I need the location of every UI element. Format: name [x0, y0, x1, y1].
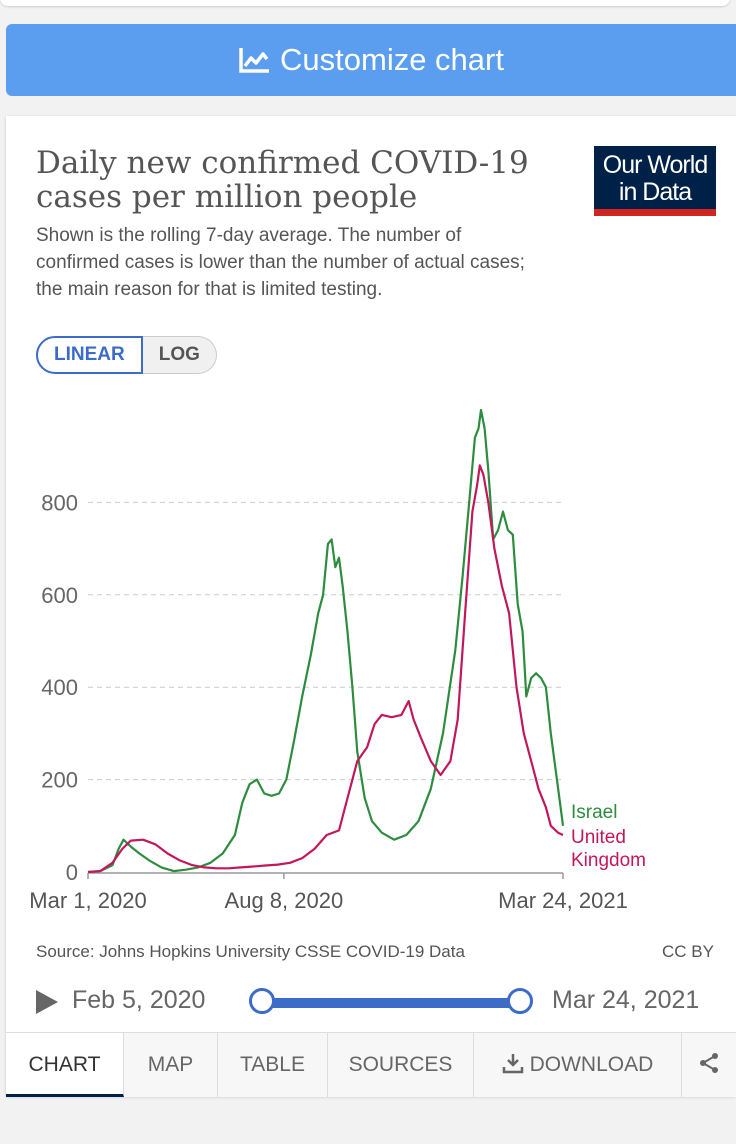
y-tick-label: 600: [41, 583, 78, 608]
tab-sources[interactable]: SOURCES: [328, 1033, 474, 1097]
share-button[interactable]: [682, 1033, 736, 1097]
y-tick-label: 0: [66, 860, 78, 885]
timeline-end-handle[interactable]: [507, 988, 533, 1014]
timeline-start-handle[interactable]: [249, 988, 275, 1014]
customize-chart-button[interactable]: Customize chart: [6, 24, 736, 96]
log-scale-button[interactable]: LOG: [142, 336, 217, 374]
logo-line-2: in Data: [618, 178, 692, 206]
timeline-track[interactable]: [262, 998, 520, 1008]
share-icon: [700, 1053, 718, 1073]
license-link[interactable]: CC BY: [662, 942, 714, 961]
chart-title: Daily new confirmed COVID-19 cases per m…: [36, 145, 529, 215]
previous-card-edge: [0, 0, 730, 6]
x-tick-label: Mar 24, 2021: [498, 888, 628, 913]
tab-download[interactable]: DOWNLOAD: [474, 1033, 682, 1097]
download-icon: [502, 1054, 523, 1074]
y-tick-label: 800: [41, 490, 78, 515]
series-label-kingdom: Kingdom: [571, 850, 646, 871]
customize-chart-label: Customize chart: [280, 42, 504, 77]
x-tick-label: Mar 1, 2020: [29, 888, 146, 913]
linear-scale-button[interactable]: LINEAR: [36, 336, 143, 374]
timeline-end-date: Mar 24, 2021: [552, 986, 700, 1014]
x-tick-label: Aug 8, 2020: [225, 888, 344, 913]
tab-download-label: DOWNLOAD: [529, 1053, 654, 1076]
play-icon[interactable]: [34, 988, 60, 1016]
series-label-israel: Israel: [571, 802, 617, 823]
series-line-united-kingdom: [87, 464, 564, 874]
series-label-united: United: [571, 827, 626, 848]
chart-subtitle: Shown is the rolling 7-day average. The …: [36, 225, 525, 300]
owid-logo[interactable]: Our World in Data: [594, 146, 716, 216]
x-axis: Mar 1, 2020 Aug 8, 2020 Mar 24, 2021: [29, 872, 628, 913]
tab-chart[interactable]: CHART: [6, 1033, 124, 1097]
timeline-slider: Feb 5, 2020 Mar 24, 2021: [6, 976, 736, 1026]
y-tick-label: 400: [41, 675, 78, 700]
grid-lines: [88, 501, 563, 781]
logo-line-1: Our World: [602, 151, 708, 179]
chart-source[interactable]: Source: Johns Hopkins University CSSE CO…: [36, 942, 465, 961]
timeline-start-date: Feb 5, 2020: [72, 986, 206, 1014]
y-axis-labels: 0 200 400 600 800: [41, 490, 78, 885]
y-tick-label: 200: [41, 768, 78, 793]
tab-map[interactable]: MAP: [124, 1033, 218, 1097]
series-line-israel: [87, 408, 565, 874]
chart-tabs: CHART MAP TABLE SOURCES DOWNLOAD: [6, 1032, 736, 1097]
scale-toggle: LINEAR LOG: [36, 336, 217, 374]
series-lines: [87, 408, 565, 874]
tab-table[interactable]: TABLE: [218, 1033, 328, 1097]
chart-card: Daily new confirmed COVID-19 cases per m…: [6, 116, 736, 1097]
chart-line-icon: [239, 48, 270, 73]
